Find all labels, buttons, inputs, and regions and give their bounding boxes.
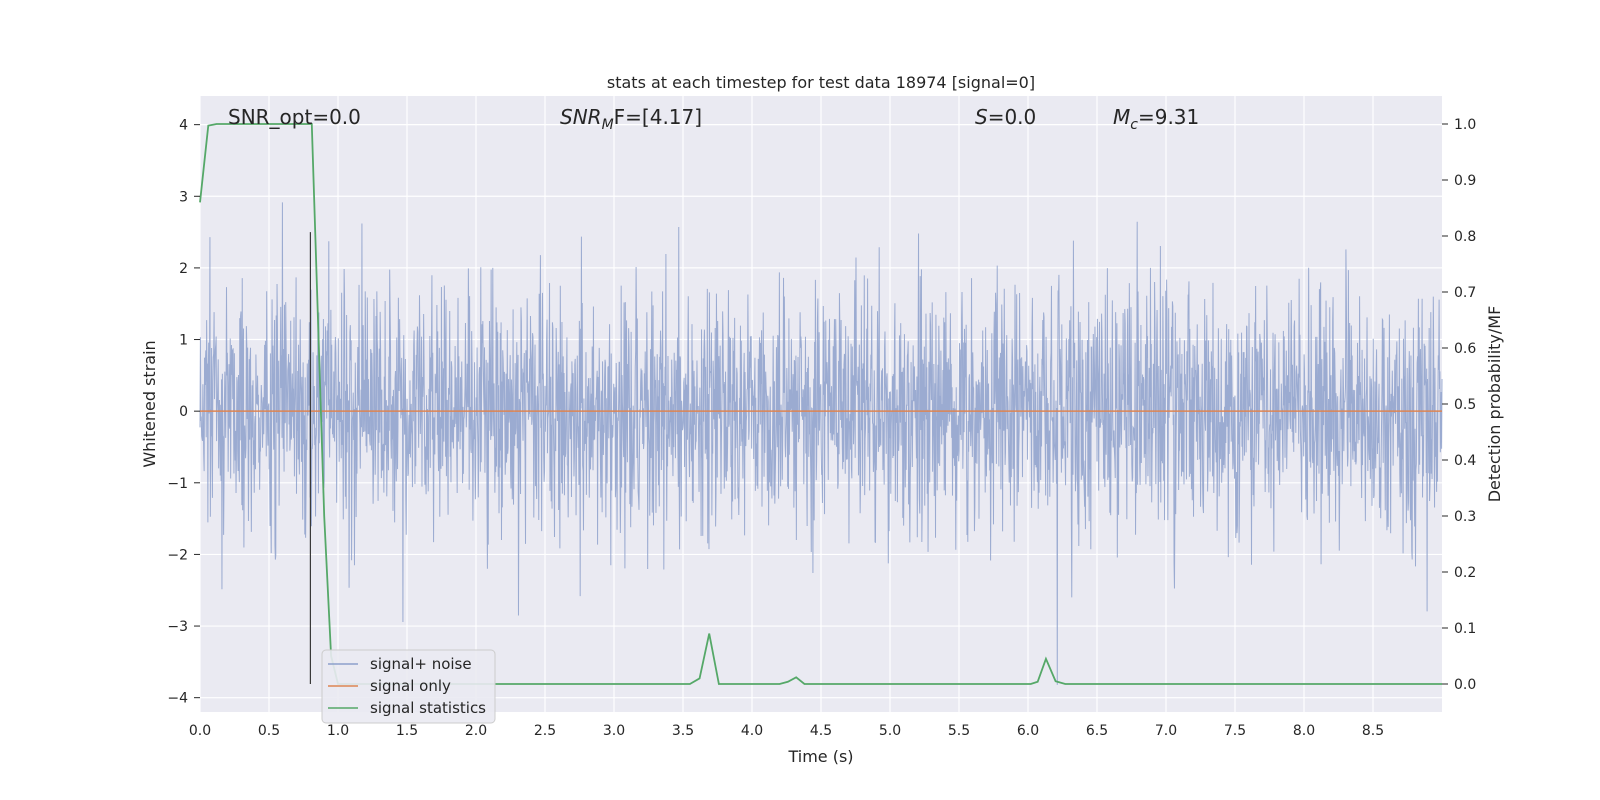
x-axis-label: Time (s): [787, 747, 853, 766]
annotation-snr-opt: SNR_opt=0.0: [228, 105, 361, 129]
x-tick-label: 4.0: [741, 723, 763, 739]
y2-tick-label: 0.4: [1454, 453, 1476, 469]
annotation-s: S=0.0: [975, 105, 1036, 129]
x-tick-label: 7.5: [1224, 723, 1246, 739]
x-tick-label: 2.0: [465, 723, 487, 739]
chart-title: stats at each timestep for test data 189…: [607, 73, 1035, 92]
x-tick-label: 3.0: [603, 723, 625, 739]
y2-tick-label: 0.1: [1454, 621, 1476, 637]
y2-tick-labels: 1.0 0.9 0.8 0.7 0.6 0.5 0.4 0.3 0.2 0.1 0.0: [1442, 117, 1476, 693]
x-tick-label: 0.0: [189, 723, 211, 739]
x-tick-label: 5.5: [948, 723, 970, 739]
y2-tick-label: 0.6: [1454, 341, 1476, 357]
x-tick-label: 2.5: [534, 723, 556, 739]
y-axis-label: Whitened strain: [140, 340, 159, 467]
y2-tick-label: 0.0: [1454, 677, 1476, 693]
y2-axis-label: Detection probability/MF: [1485, 306, 1504, 503]
y-tick-label: 3: [179, 189, 188, 205]
legend-label-statistics: signal statistics: [370, 699, 486, 717]
x-tick-label: 0.5: [258, 723, 280, 739]
legend-label-signal-only: signal only: [370, 677, 451, 695]
y-tick-label: 0: [179, 404, 188, 420]
y-tick-label: 4: [179, 118, 188, 134]
x-tick-label: 5.0: [879, 723, 901, 739]
y2-tick-label: 0.5: [1454, 397, 1476, 413]
y-tick-label: −3: [167, 619, 188, 635]
y-tick-label: −4: [167, 691, 188, 707]
y-tick-label: −2: [167, 547, 188, 563]
series-line-signal-noise: [199, 202, 1443, 685]
legend-label-noise: signal+ noise: [370, 655, 472, 673]
x-tick-label: 6.5: [1086, 723, 1108, 739]
y2-tick-label: 0.9: [1454, 173, 1476, 189]
legend: signal+ noise signal only signal statist…: [321, 649, 496, 724]
x-tick-label: 8.5: [1362, 723, 1384, 739]
y2-tick-label: 0.2: [1454, 565, 1476, 581]
x-tick-label: 1.0: [327, 723, 349, 739]
x-tick-labels: 0.0 0.5 1.0 1.5 2.0 2.5 3.0 3.5 4.0 4.5 5.0 5.5 6.0 6…: [189, 723, 1384, 739]
y2-tick-label: 0.8: [1454, 229, 1476, 245]
x-tick-label: 3.5: [672, 723, 694, 739]
series-signal-statistics: [199, 123, 1442, 685]
x-tick-label: 6.0: [1017, 723, 1039, 739]
y2-tick-label: 1.0: [1454, 117, 1476, 133]
annotation-mc: Mc=9.31: [1113, 105, 1199, 133]
x-tick-label: 8.0: [1293, 723, 1315, 739]
annotation-snr-mf: SNRMF=[4.17]: [560, 105, 702, 133]
legend-box: [321, 649, 496, 724]
y2-tick-label: 0.3: [1454, 509, 1476, 525]
series-line-signal-statistics: [199, 123, 1442, 685]
y-tick-label: −1: [167, 476, 188, 492]
x-tick-label: 4.5: [810, 723, 832, 739]
x-tick-label: 7.0: [1155, 723, 1177, 739]
series-signal-noise: [199, 202, 1443, 685]
x-tick-label: 1.5: [396, 723, 418, 739]
y-tick-label: 2: [179, 261, 188, 277]
y-tick-labels: 4 3 2 1 0 −1 −2 −3 −4: [167, 118, 200, 707]
y-tick-label: 1: [179, 333, 188, 349]
y2-tick-label: 0.7: [1454, 285, 1476, 301]
